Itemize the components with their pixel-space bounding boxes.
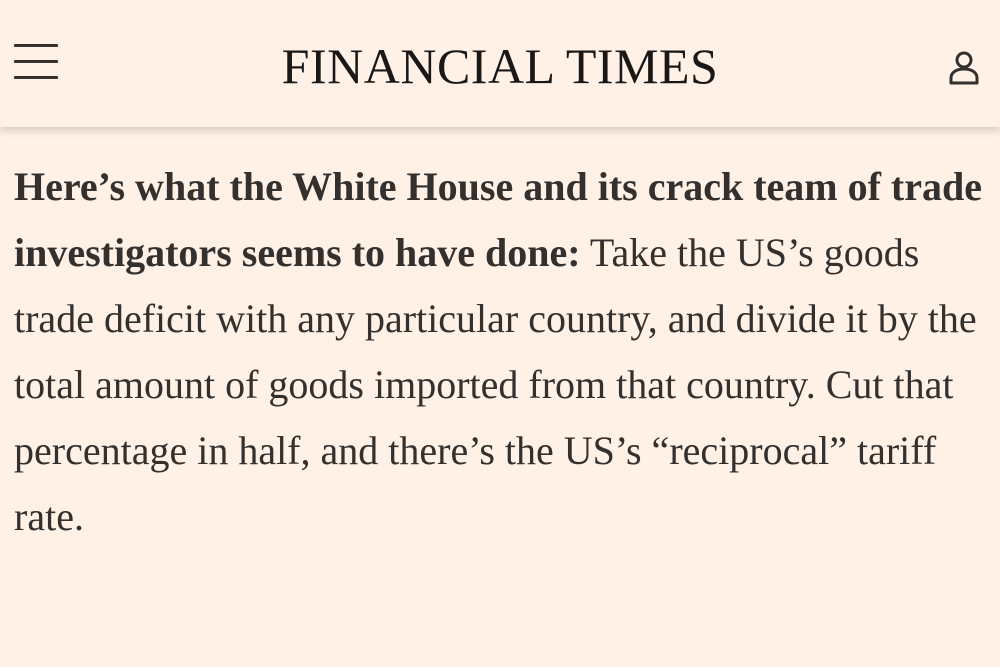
top-header-bar: FINANCIAL TIMES	[0, 0, 1000, 127]
article-lead-bold: Here’s what the White House and its crac…	[14, 164, 983, 275]
menu-line-bottom	[14, 76, 58, 79]
user-account-icon-glyph	[949, 51, 979, 85]
menu-line-top	[14, 44, 58, 47]
article-paragraph: Here’s what the White House and its crac…	[14, 154, 986, 550]
masthead-logo[interactable]: FINANCIAL TIMES	[281, 38, 719, 94]
article-body-text: Take the US’s goods trade deficit with a…	[14, 230, 977, 539]
menu-line-middle	[14, 60, 58, 63]
user-account-icon[interactable]	[948, 49, 980, 85]
hamburger-menu-icon[interactable]	[14, 44, 58, 82]
